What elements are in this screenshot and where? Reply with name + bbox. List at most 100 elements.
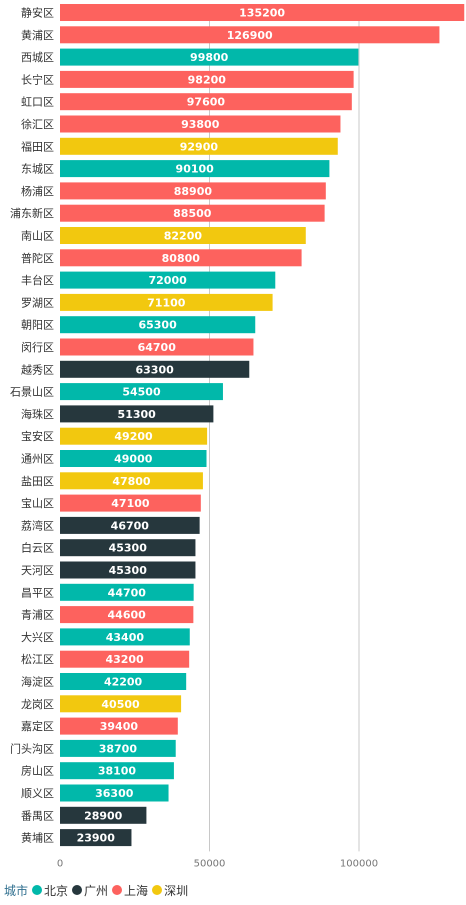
data-label-11: 80800: [162, 252, 201, 265]
legend-label-1: 广州: [84, 883, 109, 898]
data-label-35: 36300: [95, 787, 134, 800]
category-label-36: 番禺区: [21, 809, 54, 822]
category-label-29: 松江区: [21, 652, 54, 666]
legend-item-0[interactable]: 北京: [32, 882, 68, 899]
legend-title: 城市: [4, 883, 29, 898]
category-label-6: 福田区: [21, 139, 54, 153]
category-label-9: 浦东新区: [10, 206, 54, 220]
category-label-23: 荔湾区: [21, 518, 54, 532]
category-label-18: 海珠区: [21, 407, 54, 421]
data-label-2: 99800: [190, 51, 229, 64]
category-label-1: 黄浦区: [21, 28, 54, 42]
legend-label-3: 深圳: [164, 883, 189, 898]
bar-33: [60, 739, 176, 757]
data-label-8: 88900: [174, 185, 213, 198]
category-label-0: 静安区: [21, 6, 54, 20]
category-label-26: 昌平区: [21, 586, 54, 599]
data-label-32: 39400: [100, 720, 139, 733]
bar-28: [60, 628, 190, 646]
data-label-3: 98200: [188, 73, 227, 86]
x-tick-label-2: 100000: [340, 858, 378, 869]
bar-32: [60, 717, 178, 735]
category-label-20: 通州区: [21, 453, 54, 466]
bar-29: [60, 650, 190, 668]
data-label-37: 23900: [77, 832, 116, 845]
bar-2: [60, 48, 359, 66]
category-label-17: 石景山区: [10, 386, 54, 399]
data-label-7: 90100: [176, 163, 215, 176]
data-label-25: 45300: [109, 564, 148, 577]
category-labels: 静安区黄浦区西城区长宁区虹口区徐汇区福田区东城区杨浦区浦东新区南山区普陀区丰台区…: [10, 6, 54, 845]
bar-1: [60, 26, 440, 44]
category-label-31: 龙岗区: [21, 698, 54, 711]
category-label-27: 青浦区: [21, 609, 54, 622]
legend-marker-3: [152, 885, 163, 895]
bar-8: [60, 182, 326, 200]
bar-22: [60, 494, 201, 512]
data-label-4: 97600: [187, 96, 226, 109]
bar-11: [60, 249, 302, 267]
data-label-36: 28900: [84, 809, 123, 822]
legend-item-2[interactable]: 上海: [112, 882, 148, 899]
data-label-21: 47800: [112, 475, 151, 488]
data-label-20: 49000: [114, 453, 153, 466]
legend-marker-1: [72, 885, 83, 895]
category-label-33: 门头沟区: [10, 741, 54, 755]
data-label-5: 93800: [181, 118, 220, 131]
category-label-22: 宝山区: [21, 496, 54, 510]
data-label-9: 88500: [173, 207, 212, 220]
category-label-25: 天河区: [21, 564, 54, 577]
category-label-13: 罗湖区: [21, 296, 54, 309]
bar-20: [60, 450, 207, 467]
bar-5: [60, 115, 341, 133]
bar-10: [60, 227, 306, 244]
legend-item-3[interactable]: 深圳: [152, 882, 188, 899]
legend-label-0: 北京: [44, 883, 69, 898]
x-tick-label-1: 50000: [194, 858, 226, 869]
bar-34: [60, 762, 174, 780]
category-label-37: 黄埔区: [21, 831, 54, 845]
legend-marker-2: [112, 885, 123, 895]
bar-6: [60, 137, 338, 155]
category-label-11: 普陀区: [21, 251, 54, 265]
data-label-30: 42200: [104, 676, 143, 689]
category-label-24: 白云区: [21, 541, 54, 555]
category-label-5: 徐汇区: [21, 117, 54, 131]
data-label-14: 65300: [138, 319, 177, 332]
bar-35: [60, 784, 169, 802]
bar-36: [60, 806, 147, 824]
category-label-3: 长宁区: [21, 72, 54, 86]
category-label-15: 闵行区: [21, 340, 54, 354]
data-label-15: 64700: [138, 341, 177, 354]
bar-16: [60, 360, 250, 378]
bar-30: [60, 673, 187, 690]
data-label-22: 47100: [111, 497, 150, 510]
category-label-35: 顺义区: [21, 787, 54, 800]
x-axis-ticks: 0 50000 100000: [57, 858, 378, 869]
data-label-1: 126900: [227, 29, 273, 42]
data-label-0: 135200: [239, 7, 285, 20]
bar-7: [60, 160, 330, 178]
data-label-10: 82200: [164, 230, 203, 243]
legend-item-1[interactable]: 广州: [72, 882, 108, 899]
category-label-19: 宝安区: [21, 429, 54, 443]
category-label-14: 朝阳区: [21, 319, 54, 332]
data-label-24: 45300: [109, 542, 148, 555]
x-tick-label-0: 0: [57, 858, 63, 869]
bar-15: [60, 338, 254, 356]
category-label-30: 海淀区: [21, 675, 54, 689]
data-label-19: 49200: [114, 430, 153, 443]
category-label-2: 西城区: [21, 51, 54, 64]
data-label-34: 38100: [98, 765, 137, 778]
bar-3: [60, 70, 354, 88]
data-label-18: 51300: [118, 408, 157, 421]
category-label-4: 虹口区: [21, 96, 54, 109]
data-label-6: 92900: [180, 140, 219, 153]
category-label-10: 南山区: [21, 230, 54, 243]
data-label-13: 71100: [147, 296, 186, 309]
category-label-34: 房山区: [21, 765, 54, 778]
legend: 城市 北京 广州 上海 深圳: [4, 880, 192, 900]
bar-12: [60, 271, 276, 289]
bar-9: [60, 204, 325, 222]
category-label-8: 杨浦区: [21, 184, 54, 198]
